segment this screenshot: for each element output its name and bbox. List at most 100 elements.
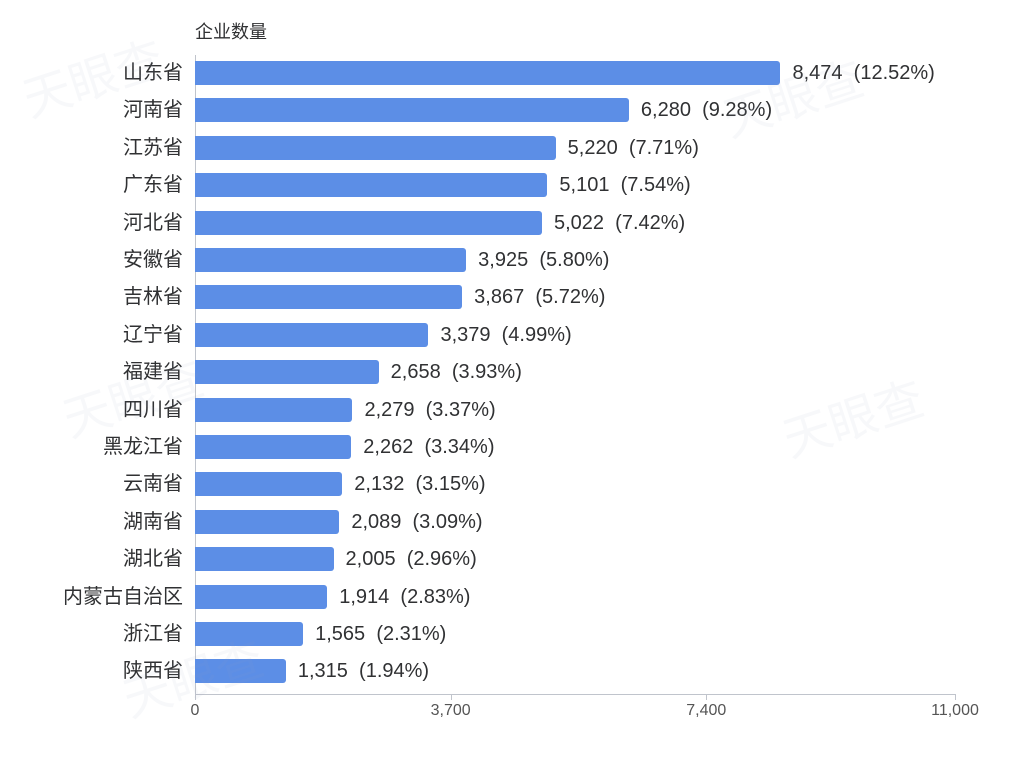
bar-value-percent: (3.34%) (424, 436, 494, 458)
x-tick-mark (195, 694, 196, 700)
bar-value-label: 8,474 (12.52%) (780, 59, 934, 87)
bar-row: 陕西省1,315 (1.94%) (195, 657, 955, 685)
x-tick-mark (451, 694, 452, 700)
category-label: 山东省 (123, 59, 195, 87)
bar-value-label: 5,101 (7.54%) (547, 171, 690, 199)
bar-value-percent: (1.94%) (359, 660, 429, 682)
x-tick-label: 0 (191, 702, 200, 720)
bar-row: 浙江省1,565 (2.31%) (195, 620, 955, 648)
bar-value-percent: (4.99%) (502, 324, 572, 346)
category-label: 浙江省 (123, 620, 195, 648)
bar (195, 98, 629, 122)
bar-row: 安徽省3,925 (5.80%) (195, 246, 955, 274)
bar-value-percent: (3.37%) (426, 399, 496, 421)
category-label: 江苏省 (123, 134, 195, 162)
bar-value-number: 2,262 (363, 436, 413, 458)
bar-value-percent: (7.54%) (621, 174, 691, 196)
bar-value-number: 5,022 (554, 212, 604, 234)
bar-row: 内蒙古自治区1,914 (2.83%) (195, 583, 955, 611)
bar-value-number: 2,658 (391, 361, 441, 383)
bar-row: 云南省2,132 (3.15%) (195, 470, 955, 498)
bar-row: 湖北省2,005 (2.96%) (195, 545, 955, 573)
bar-value-number: 3,925 (478, 249, 528, 271)
x-tick-label: 7,400 (686, 702, 726, 720)
bar-value-percent: (2.31%) (376, 623, 446, 645)
bar (195, 248, 466, 272)
category-label: 河南省 (123, 96, 195, 124)
bar-value-number: 8,474 (792, 62, 842, 84)
bar-value-number: 2,279 (364, 399, 414, 421)
bar (195, 211, 542, 235)
bar (195, 323, 428, 347)
bar (195, 136, 556, 160)
category-label: 广东省 (123, 171, 195, 199)
bar-value-label: 2,658 (3.93%) (379, 358, 522, 386)
bar-row: 吉林省3,867 (5.72%) (195, 283, 955, 311)
bar-value-label: 1,315 (1.94%) (286, 657, 429, 685)
bar-value-percent: (2.96%) (407, 548, 477, 570)
bar-value-number: 5,101 (559, 174, 609, 196)
bar-value-percent: (3.93%) (452, 361, 522, 383)
bar-value-number: 2,089 (351, 511, 401, 533)
x-tick-label: 11,000 (931, 702, 979, 720)
category-label: 吉林省 (123, 283, 195, 311)
category-label: 陕西省 (123, 657, 195, 685)
x-tick-mark (706, 694, 707, 700)
bar-value-label: 2,132 (3.15%) (342, 470, 485, 498)
bar-value-label: 2,279 (3.37%) (352, 396, 495, 424)
bar-value-label: 2,262 (3.34%) (351, 433, 494, 461)
bar-value-number: 3,867 (474, 286, 524, 308)
bar (195, 622, 303, 646)
x-tick-label: 3,700 (431, 702, 471, 720)
bar-row: 湖南省2,089 (3.09%) (195, 508, 955, 536)
bar-value-number: 1,315 (298, 660, 348, 682)
bar-value-label: 3,379 (4.99%) (428, 321, 571, 349)
bar-value-label: 3,925 (5.80%) (466, 246, 609, 274)
category-label: 安徽省 (123, 246, 195, 274)
bar-row: 山东省8,474 (12.52%) (195, 59, 955, 87)
category-label: 福建省 (123, 358, 195, 386)
category-label: 内蒙古自治区 (63, 583, 195, 611)
bar-value-percent: (7.71%) (629, 137, 699, 159)
bar-value-label: 1,565 (2.31%) (303, 620, 446, 648)
bar-row: 广东省5,101 (7.54%) (195, 171, 955, 199)
bar-row: 河北省5,022 (7.42%) (195, 209, 955, 237)
bar (195, 61, 780, 85)
category-label: 黑龙江省 (103, 433, 195, 461)
bar-row: 河南省6,280 (9.28%) (195, 96, 955, 124)
bar-value-percent: (2.83%) (400, 586, 470, 608)
x-axis-line (195, 694, 955, 695)
bar-value-percent: (12.52%) (854, 62, 935, 84)
bar-value-percent: (5.80%) (539, 249, 609, 271)
bar-value-number: 2,005 (346, 548, 396, 570)
bar (195, 285, 462, 309)
bar (195, 659, 286, 683)
bar-value-number: 1,565 (315, 623, 365, 645)
bar (195, 585, 327, 609)
bar (195, 435, 351, 459)
bar-value-percent: (3.09%) (413, 511, 483, 533)
bar (195, 173, 547, 197)
bar-row: 福建省2,658 (3.93%) (195, 358, 955, 386)
category-label: 四川省 (123, 396, 195, 424)
bar-row: 辽宁省3,379 (4.99%) (195, 321, 955, 349)
chart-container: 企业数量 03,7007,40011,000山东省8,474 (12.52%)河… (0, 0, 1024, 763)
x-tick-mark (955, 694, 956, 700)
bar (195, 360, 379, 384)
bar-value-percent: (7.42%) (615, 212, 685, 234)
chart-title: 企业数量 (195, 18, 267, 44)
bar (195, 510, 339, 534)
bar (195, 472, 342, 496)
category-label: 云南省 (123, 470, 195, 498)
category-label: 湖北省 (123, 545, 195, 573)
bar-value-percent: (3.15%) (415, 473, 485, 495)
bar-value-number: 6,280 (641, 99, 691, 121)
bar-value-number: 5,220 (568, 137, 618, 159)
category-label: 辽宁省 (123, 321, 195, 349)
bar (195, 398, 352, 422)
category-label: 河北省 (123, 209, 195, 237)
bar-value-percent: (5.72%) (535, 286, 605, 308)
category-label: 湖南省 (123, 508, 195, 536)
bar-value-label: 5,220 (7.71%) (556, 134, 699, 162)
bar (195, 547, 334, 571)
